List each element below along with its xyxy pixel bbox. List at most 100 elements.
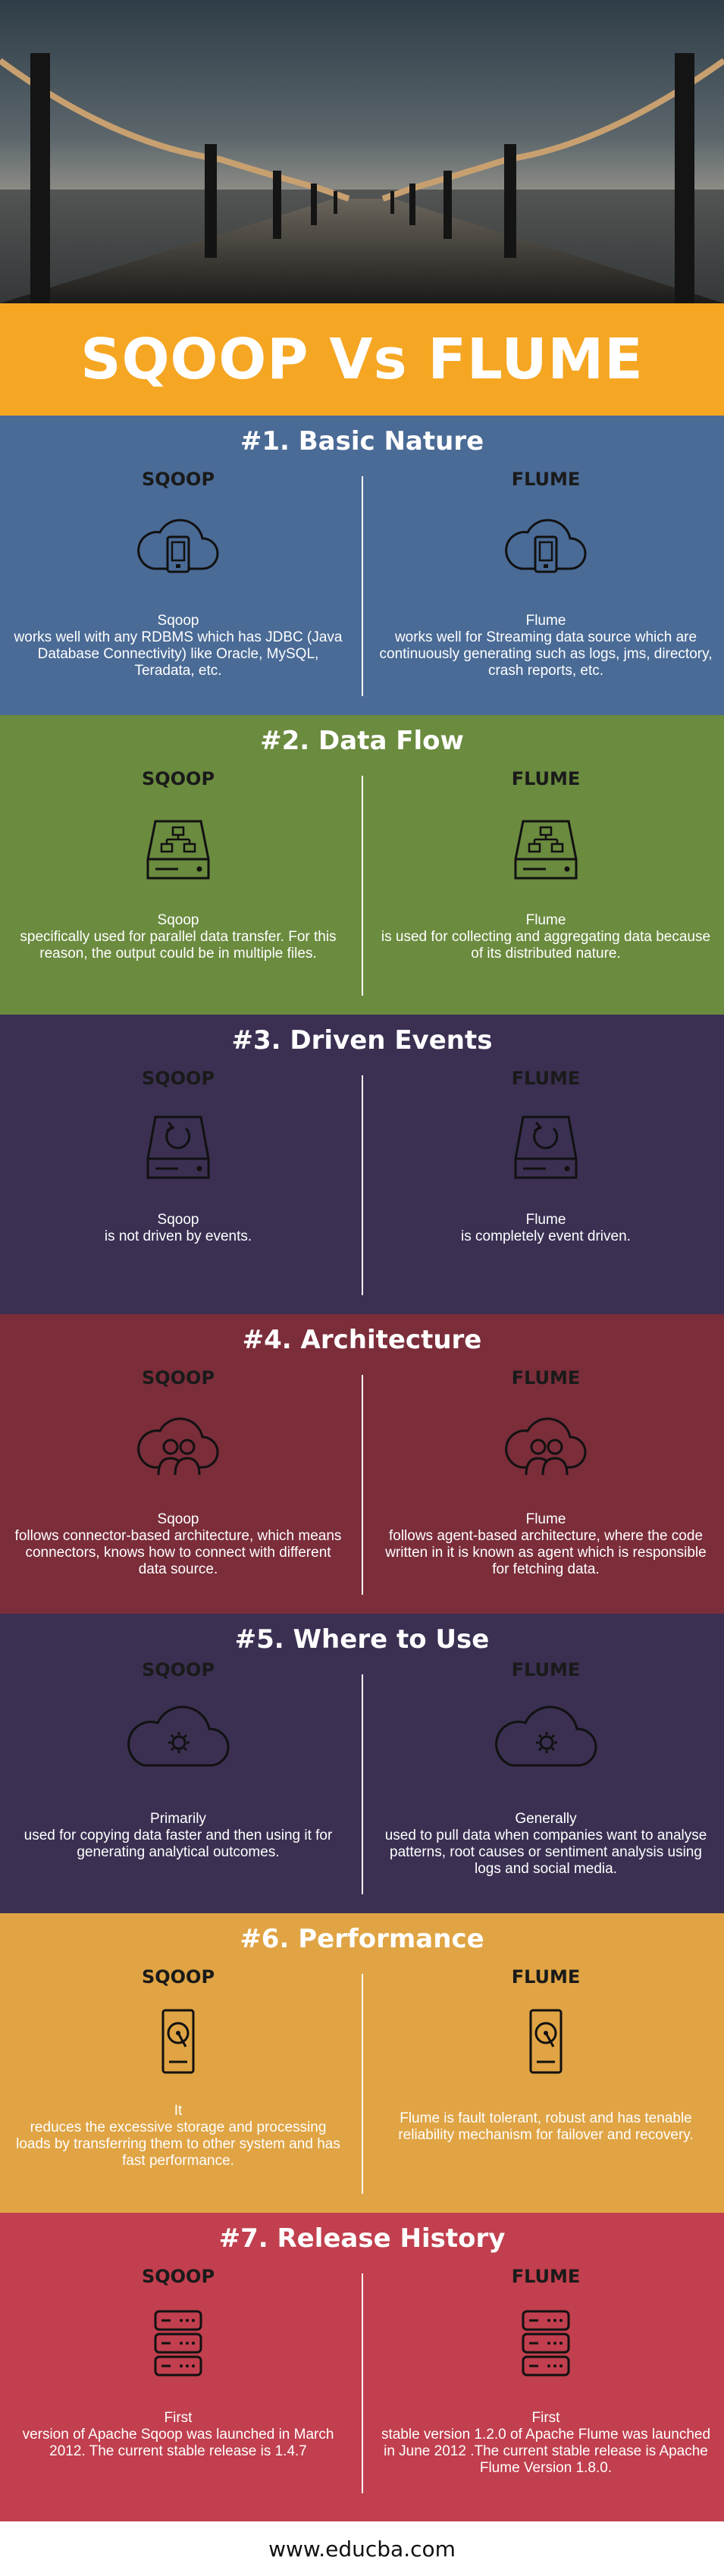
pier-photo-icon	[0, 0, 724, 303]
page-title: SQOOP Vs FLUME	[80, 327, 644, 392]
hero-image	[0, 0, 724, 303]
flume-text: Flume is fault tolerant, robust and has …	[398, 2110, 694, 2143]
flume-lead: Generally	[515, 1811, 577, 1827]
section-title: #3. Driven Events	[231, 1025, 493, 1056]
flume-description: Flume is completely event driven.	[379, 1212, 713, 1245]
flume-label: FLUME	[511, 1966, 581, 1988]
sqoop-column: SQOOP It reduces the excessive storage a…	[0, 1959, 356, 2209]
sqoop-column: SQOOP Sqoop specifically used for parall…	[0, 761, 356, 1011]
section-title: #7. Release History	[218, 2223, 506, 2254]
drive-refresh-icon	[146, 1115, 210, 1179]
column-divider	[362, 1075, 363, 1295]
sqoop-lead: Sqoop	[157, 912, 199, 928]
flume-lead: Flume	[525, 1511, 566, 1527]
cloud-users-icon	[505, 1417, 587, 1476]
flume-column: FLUME Flume is fault tolerant, robust an…	[368, 1959, 724, 2209]
flume-lead: First	[531, 2410, 560, 2426]
sqoop-text: version of Apache Sqoop was launched in …	[22, 2427, 334, 2459]
section-performance: #6. Performance SQOOP It reduces the exc…	[0, 1913, 724, 2213]
flume-column: FLUME First stable version 1.2.0 of Apac…	[368, 2258, 724, 2509]
flume-lead: Flume	[525, 613, 566, 629]
section-basic-nature: #1. Basic Nature SQOOP Sqoop works well …	[0, 416, 724, 715]
section-release-history: #7. Release History SQOOP First version …	[0, 2213, 724, 2521]
sqoop-column: SQOOP Sqoop is not driven by events.	[0, 1060, 356, 1310]
sqoop-text: is not driven by events.	[104, 1228, 252, 1244]
sqoop-text: works well with any RDBMS which has JDBC…	[14, 629, 343, 679]
flume-description: Generally used to pull data when compani…	[379, 1811, 713, 1878]
section-architecture: #4. Architecture SQOOP Sqoop follows con…	[0, 1314, 724, 1614]
cloud-device-icon	[137, 519, 219, 573]
section-title: #4. Architecture	[242, 1325, 482, 1355]
hard-disk-icon	[161, 2009, 195, 2074]
footer-url[interactable]: www.educba.com	[268, 2536, 456, 2562]
sqoop-label: SQOOP	[141, 1068, 215, 1089]
drive-network-icon	[514, 820, 578, 880]
flume-column: FLUME Flume is completely event driven.	[368, 1060, 724, 1310]
flume-lead: Flume	[525, 1212, 566, 1228]
sqoop-text: reduces the excessive storage and proces…	[16, 2119, 340, 2169]
section-title: #2. Data Flow	[260, 726, 464, 756]
flume-text: follows agent-based architecture, where …	[385, 1528, 707, 1577]
section-driven-events: #3. Driven Events SQOOP Sqoop is not dri…	[0, 1015, 724, 1314]
cloud-users-icon	[137, 1417, 219, 1476]
flume-column: FLUME Generally used to pull data when c…	[368, 1652, 724, 1902]
sqoop-description: Sqoop works well with any RDBMS which ha…	[11, 613, 345, 679]
column-divider	[362, 1974, 363, 2194]
sqoop-description: Sqoop follows connector-based architectu…	[11, 1511, 345, 1578]
flume-text: stable version 1.2.0 of Apache Flume was…	[381, 2427, 711, 2476]
flume-label: FLUME	[511, 469, 581, 490]
column-divider	[362, 1375, 363, 1595]
section-title: #5. Where to Use	[234, 1624, 490, 1655]
footer: www.educba.com	[0, 2521, 724, 2576]
sqoop-description: Sqoop specifically used for parallel dat…	[11, 912, 345, 962]
title-banner: SQOOP Vs FLUME	[0, 303, 724, 416]
section-title: #1. Basic Nature	[240, 426, 484, 457]
section-data-flow: #2. Data Flow SQOOP Sqoop specifically u…	[0, 715, 724, 1015]
sqoop-label: SQOOP	[141, 2266, 215, 2287]
flume-text: used to pull data when companies want to…	[384, 1828, 707, 1877]
column-divider	[362, 776, 363, 996]
flume-label: FLUME	[511, 1367, 581, 1388]
sqoop-lead: Primarily	[150, 1811, 206, 1827]
flume-text: is completely event driven.	[461, 1228, 631, 1244]
flume-column: FLUME Flume follows agent-based architec…	[368, 1360, 724, 1610]
server-rack-icon	[522, 2310, 570, 2377]
sqoop-label: SQOOP	[141, 768, 215, 789]
flume-column: FLUME Flume is used for collecting and a…	[368, 761, 724, 1011]
drive-refresh-icon	[514, 1115, 578, 1179]
column-divider	[362, 2273, 363, 2493]
sqoop-column: SQOOP Sqoop follows connector-based arch…	[0, 1360, 356, 1610]
sqoop-lead: Sqoop	[157, 1511, 199, 1527]
sqoop-label: SQOOP	[141, 469, 215, 490]
flume-column: FLUME Flume works well for Streaming dat…	[368, 461, 724, 711]
flume-label: FLUME	[511, 1068, 581, 1089]
section-where-to-use: #5. Where to Use SQOOP Primarily used fo…	[0, 1614, 724, 1913]
sqoop-label: SQOOP	[141, 1966, 215, 1988]
sqoop-lead: It	[174, 2103, 183, 2119]
cloud-gear-icon	[127, 1705, 230, 1767]
sqoop-description: Primarily used for copying data faster a…	[11, 1811, 345, 1861]
sqoop-description: It reduces the excessive storage and pro…	[11, 2103, 345, 2170]
flume-description: Flume works well for Streaming data sour…	[379, 613, 713, 679]
column-divider	[362, 1674, 363, 1894]
flume-label: FLUME	[511, 768, 581, 789]
sqoop-lead: First	[164, 2410, 193, 2426]
cloud-gear-icon	[495, 1705, 597, 1767]
sqoop-description: First version of Apache Sqoop was launch…	[11, 2410, 345, 2460]
flume-description: Flume is used for collecting and aggrega…	[379, 912, 713, 962]
section-title: #6. Performance	[240, 1924, 484, 1954]
sqoop-column: SQOOP Primarily used for copying data fa…	[0, 1652, 356, 1902]
flume-text: is used for collecting and aggregating d…	[381, 929, 711, 962]
sqoop-column: SQOOP Sqoop works well with any RDBMS wh…	[0, 461, 356, 711]
hard-disk-icon	[529, 2009, 563, 2074]
flume-label: FLUME	[511, 1659, 581, 1680]
sqoop-description: Sqoop is not driven by events.	[11, 1212, 345, 1245]
sqoop-column: SQOOP First version of Apache Sqoop was …	[0, 2258, 356, 2509]
column-divider	[362, 476, 363, 696]
flume-description: Flume follows agent-based architecture, …	[379, 1511, 713, 1578]
flume-lead: Flume	[525, 912, 566, 928]
sqoop-lead: Sqoop	[157, 1212, 199, 1228]
sqoop-text: used for copying data faster and then us…	[24, 1828, 333, 1860]
sqoop-text: specifically used for parallel data tran…	[20, 929, 337, 962]
sqoop-lead: Sqoop	[157, 613, 199, 629]
